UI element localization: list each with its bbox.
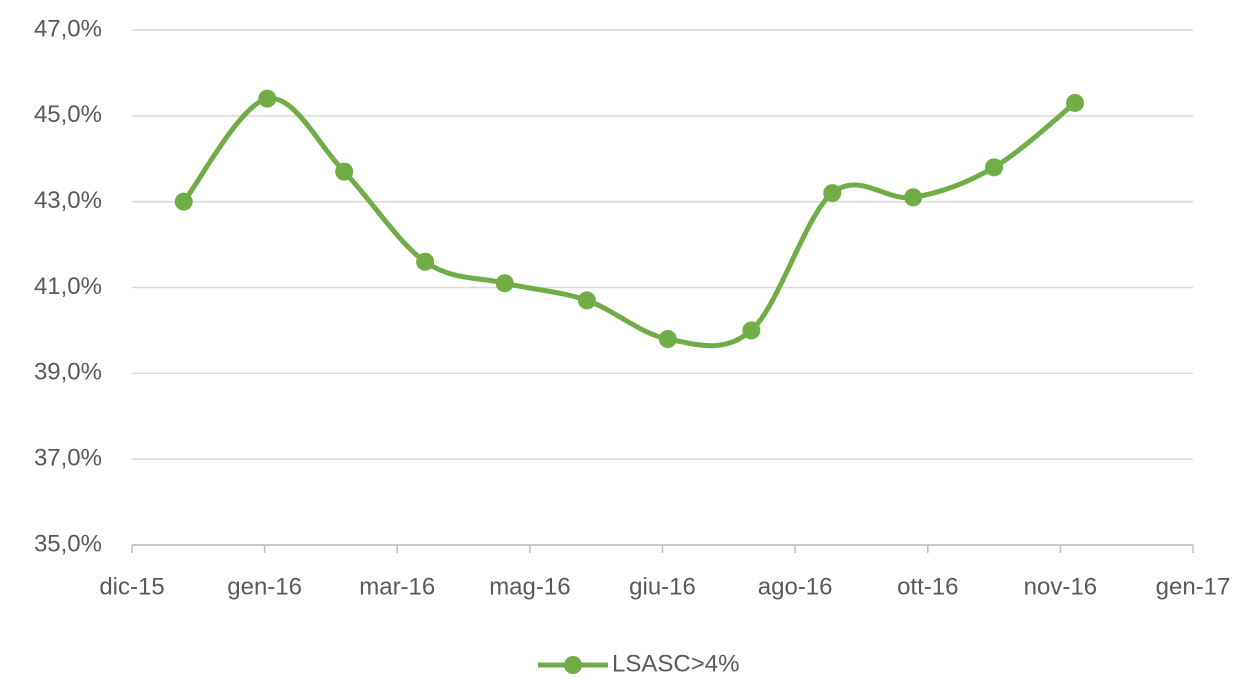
marker [258,89,277,108]
marker [1065,93,1084,112]
x-tick-label: gen-16 [227,573,302,600]
x-tick-label: mag-16 [489,573,570,600]
y-tick-label: 43,0% [34,187,102,214]
marker [416,252,435,271]
y-tick-label: 47,0% [34,15,102,42]
x-tick-label: mar-16 [359,573,435,600]
x-tick-label: giu-16 [629,573,696,600]
x-tick-label: nov-16 [1024,573,1097,600]
y-tick-label: 37,0% [34,445,102,472]
y-tick-label: 35,0% [34,530,102,557]
legend-label: LSASC>4% [612,650,739,677]
marker [495,274,514,293]
legend-marker [564,656,582,674]
series-line [181,96,1077,349]
marker [823,184,842,203]
marker [658,330,677,348]
marker [904,188,923,207]
y-tick-label: 39,0% [34,359,102,386]
marker [174,192,193,211]
y-tick-label: 41,0% [34,273,102,300]
x-tick-label: ott-16 [897,573,958,600]
x-tick-label: dic-15 [99,573,164,600]
x-tick-label: ago-16 [758,573,833,600]
marker [335,162,354,181]
marker [577,291,596,310]
x-tick-label: gen-17 [1156,573,1231,600]
marker [985,158,1004,177]
marker [742,321,761,340]
y-tick-label: 45,0% [34,101,102,128]
